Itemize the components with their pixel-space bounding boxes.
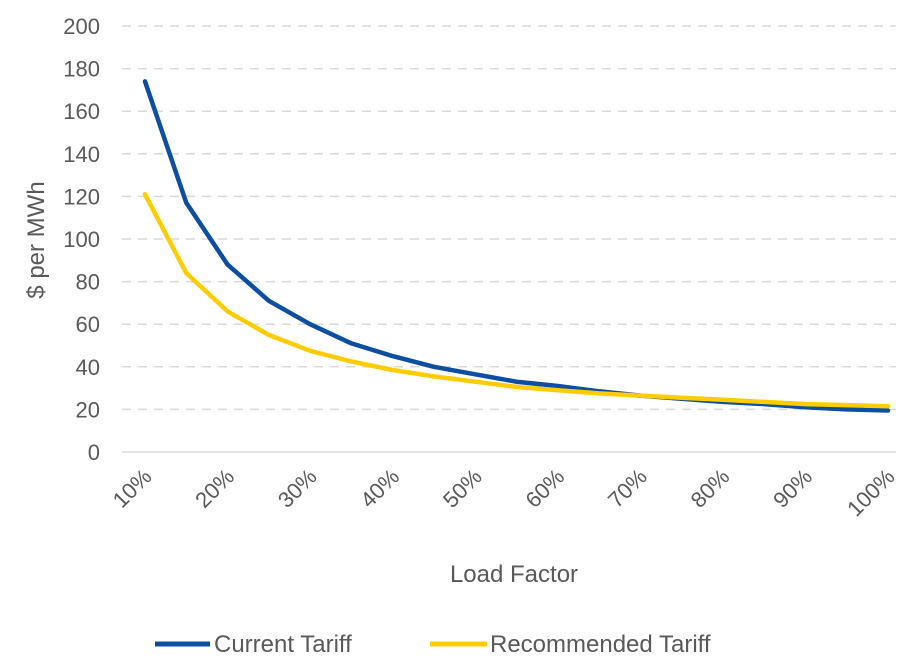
y-tick-label: 60 [76,312,100,337]
y-tick-label: 140 [63,142,100,167]
y-axis-title: $ per MWh [23,181,50,298]
grid-lines [122,25,896,411]
y-tick-label: 80 [76,270,100,295]
x-tick-label: 10% [108,464,157,513]
legend: Current Tariff Recommended Tariff [155,631,711,658]
x-tick-label: 30% [273,464,322,513]
y-tick-label: 160 [63,99,100,124]
y-axis-ticks: 0 20 40 60 80 100 120 140 160 180 200 [63,14,100,465]
y-tick-label: 0 [88,440,100,465]
legend-label-recommended: Recommended Tariff [490,631,711,658]
series-line-recommended-tariff [142,192,891,409]
y-tick-label: 120 [63,184,100,209]
y-tick-label: 40 [76,355,100,380]
x-tick-label: 90% [768,464,817,513]
x-tick-label: 80% [686,464,735,513]
x-axis-ticks: 10% 20% 30% 40% 50% 60% 70% 80% 90% 100% [108,464,898,521]
x-axis-title: Load Factor [450,561,578,588]
x-tick-label: 20% [190,464,239,513]
y-tick-label: 180 [63,57,100,82]
x-tick-label: 40% [355,464,404,513]
y-tick-label: 20 [76,397,100,422]
series-line-current-tariff [142,79,891,413]
y-tick-label: 200 [63,14,100,39]
x-tick-label: 60% [520,464,569,513]
y-tick-label: 100 [63,227,100,252]
series-lines [142,79,891,413]
x-tick-label: 70% [603,464,652,513]
legend-label-current: Current Tariff [214,631,352,658]
x-tick-label: 50% [438,464,487,513]
x-tick-label: 100% [842,464,898,521]
